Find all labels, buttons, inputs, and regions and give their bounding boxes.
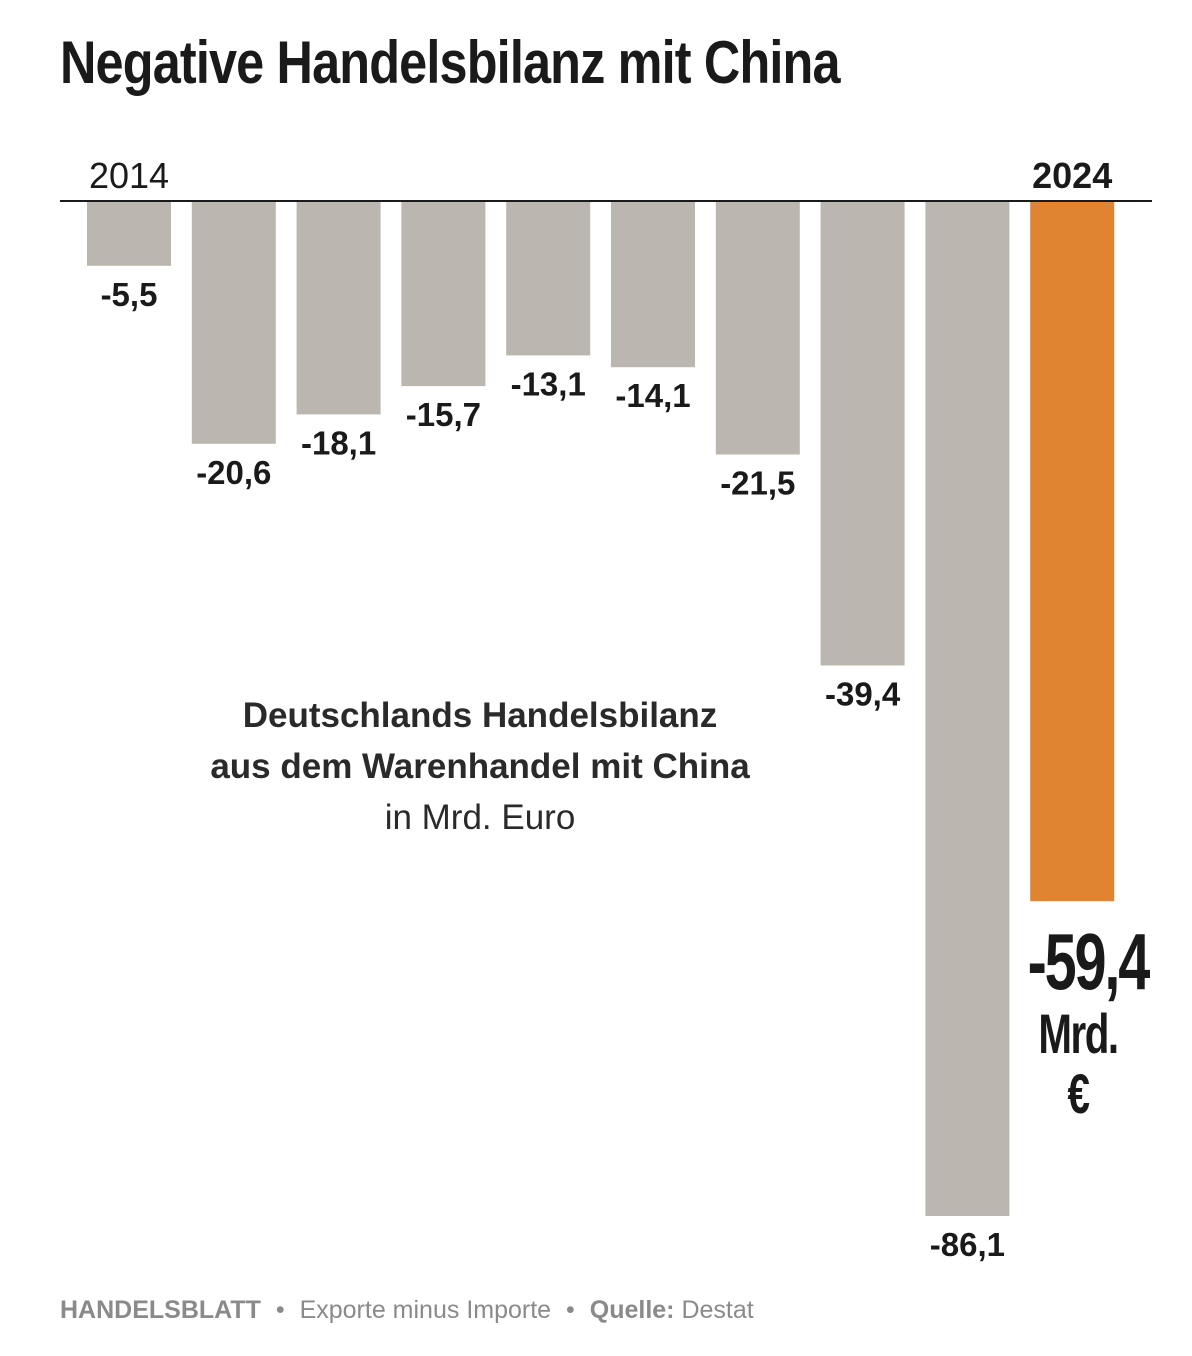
bar-chart: -5,5 -20,6 -18,1 -15,7 -13,1 -14,1 -21,5 -39,4 -… [60, 155, 1152, 1263]
bar [611, 201, 695, 368]
bar [296, 201, 381, 415]
bar-value-label: -18,1 [301, 424, 376, 461]
bar [506, 201, 591, 356]
bar-value-label: -14,1 [615, 377, 690, 414]
bar [401, 201, 486, 387]
bar-value-label: -5,5 [101, 276, 158, 313]
bar-value-label: -15,7 [406, 396, 481, 433]
bar [87, 201, 171, 266]
footer-note: Exporte minus Importe [299, 1296, 552, 1324]
footer-credits: HANDELSBLATT • Exporte minus Importe • Q… [60, 1296, 754, 1325]
bar-value-label: -21,5 [720, 465, 795, 502]
chart-caption-line1: Deutschlands Handelsbilanz [242, 696, 718, 735]
bar-highlight [1030, 201, 1115, 902]
highlight-unit: Mrd. € [1038, 1002, 1119, 1125]
footer-separator: • [275, 1296, 285, 1324]
bar [715, 201, 800, 455]
highlight-annotation: -59,4 Mrd. € [1008, 917, 1151, 1125]
x-tick-label: 2024 [1032, 155, 1112, 196]
x-tick-label: 2014 [89, 155, 169, 196]
bar-value-label: -20,6 [196, 454, 271, 491]
bar [820, 201, 905, 666]
bar [191, 201, 276, 444]
footer-brand: HANDELSBLATT [60, 1296, 261, 1324]
bar-value-label: -13,1 [511, 365, 586, 402]
chart-caption-line2: aus dem Warenhandel mit China [210, 747, 750, 786]
chart-caption-unit: in Mrd. Euro [384, 798, 576, 837]
bars-group [87, 201, 1115, 1216]
bar-value-label: -39,4 [825, 676, 901, 713]
highlight-value: -59,4 [1027, 917, 1151, 1006]
footer-source-label: Quelle: [589, 1296, 675, 1324]
bar-value-label: -86,1 [930, 1226, 1005, 1263]
x-tick-labels-group: 2014 2024 [89, 155, 1112, 196]
chart-title: Negative Handelsbilanz mit China [60, 29, 841, 96]
value-labels-group: -5,5 -20,6 -18,1 -15,7 -13,1 -14,1 -21,5 -39,4 -… [101, 276, 1005, 1263]
bar [925, 201, 1010, 1216]
footer-separator: • [566, 1296, 575, 1324]
footer-source: Destat [681, 1296, 754, 1324]
